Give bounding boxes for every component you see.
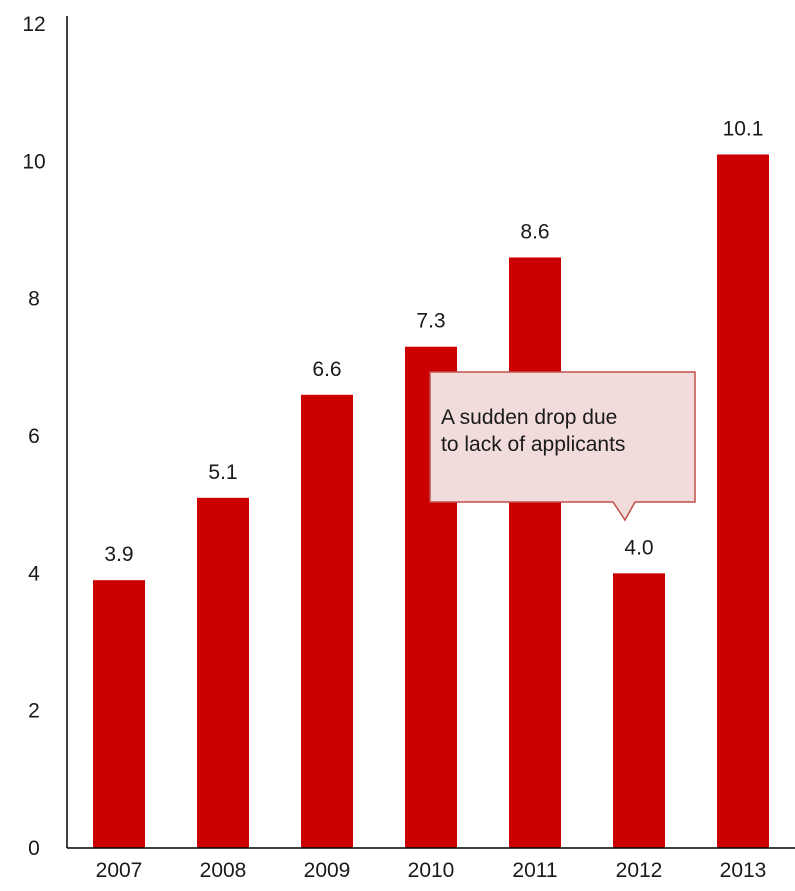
annotation-box — [429, 371, 696, 522]
annotation-text-line-2: to lack of applicants — [441, 433, 625, 456]
y-tick-label: 0 — [28, 837, 40, 860]
bar-2013 — [717, 154, 769, 848]
y-tick-label: 2 — [28, 700, 40, 723]
x-axis-ticks: 2007 2008 2009 2010 2011 2012 2013 — [96, 859, 767, 882]
data-label-2009: 6.6 — [312, 358, 341, 381]
bar-2009 — [301, 394, 353, 848]
y-tick-label: 6 — [28, 425, 40, 448]
bar-2008 — [197, 497, 249, 848]
data-label-2010: 7.3 — [416, 310, 445, 333]
y-axis-ticks: 0 2 4 6 8 10 12 — [22, 13, 45, 860]
y-tick-label: 12 — [22, 13, 45, 36]
x-tick-label-2013: 2013 — [720, 859, 767, 882]
annotation-callout: A sudden drop due to lack of applicants — [429, 371, 696, 522]
data-label-2011: 8.6 — [520, 220, 549, 243]
bar-2007 — [93, 580, 145, 848]
data-label-2008: 5.1 — [208, 461, 237, 484]
x-tick-label-2011: 2011 — [512, 859, 557, 882]
data-label-2007: 3.9 — [104, 543, 133, 566]
bar-2012 — [613, 573, 665, 848]
bar-2011 — [509, 257, 561, 848]
data-label-2012: 4.0 — [624, 536, 653, 559]
y-tick-label: 4 — [28, 562, 40, 585]
x-tick-label-2009: 2009 — [304, 859, 351, 882]
annotation-text-line-1: A sudden drop due — [441, 406, 617, 429]
data-labels: 3.9 5.1 6.6 7.3 8.6 4.0 10.1 — [104, 117, 763, 566]
x-tick-label-2008: 2008 — [200, 859, 247, 882]
data-label-2013: 10.1 — [723, 117, 764, 140]
x-tick-label-2007: 2007 — [96, 859, 143, 882]
x-tick-label-2010: 2010 — [408, 859, 455, 882]
y-tick-label: 8 — [28, 288, 40, 311]
x-tick-label-2012: 2012 — [616, 859, 663, 882]
y-tick-label: 10 — [22, 150, 45, 173]
